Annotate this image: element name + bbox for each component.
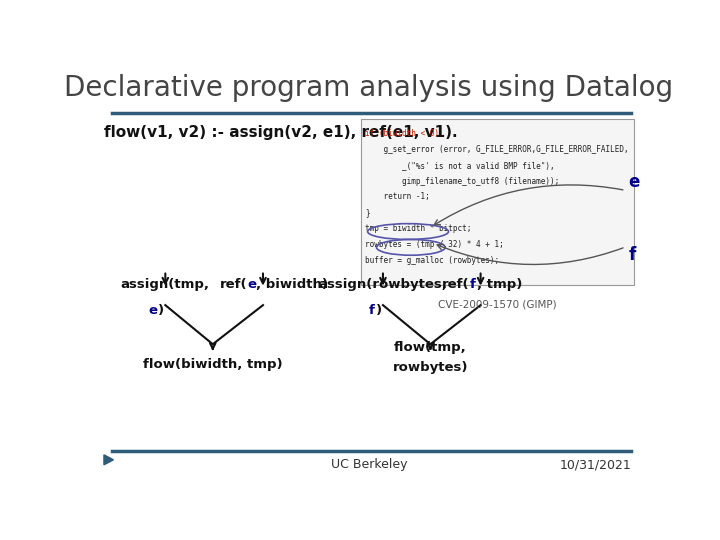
Text: flow(v1, v2) :- assign(v2, e1), ref(e1, v1).: flow(v1, v2) :- assign(v2, e1), ref(e1, … [104, 125, 458, 140]
Text: return -1;: return -1; [365, 192, 430, 201]
Text: assign(rowbytes,: assign(rowbytes, [318, 279, 447, 292]
Text: tmp = biwidth * bitpct;: tmp = biwidth * bitpct; [365, 224, 472, 233]
Text: buffer = g_malloc (rowbytes);: buffer = g_malloc (rowbytes); [365, 255, 499, 265]
Text: ref(: ref( [220, 279, 248, 292]
Text: Declarative program analysis using Datalog: Declarative program analysis using Datal… [64, 73, 674, 102]
Text: CVE-2009-1570 (GIMP): CVE-2009-1570 (GIMP) [438, 300, 557, 310]
Text: rowbytes = (tmp / 32) * 4 + 1;: rowbytes = (tmp / 32) * 4 + 1; [365, 240, 504, 249]
Text: ): ) [376, 304, 382, 317]
Text: ): ) [158, 304, 164, 317]
Text: }: } [365, 208, 369, 217]
Text: flow(biwidth, tmp): flow(biwidth, tmp) [143, 358, 282, 371]
Text: if (biwidth < 0): if (biwidth < 0) [365, 129, 439, 138]
Text: gimp_filename_to_utf8 (filename));: gimp_filename_to_utf8 (filename)); [365, 177, 559, 186]
Text: e: e [148, 304, 157, 317]
Text: flow(tmp,: flow(tmp, [394, 341, 467, 354]
Text: e: e [248, 279, 256, 292]
Text: 10/31/2021: 10/31/2021 [559, 458, 631, 471]
Text: , biwidth): , biwidth) [256, 279, 328, 292]
Text: UC Berkeley: UC Berkeley [330, 458, 408, 471]
Text: _("%s' is not a valid BMP file"),: _("%s' is not a valid BMP file"), [365, 161, 554, 170]
Text: assign(tmp,: assign(tmp, [121, 279, 210, 292]
Text: ref(: ref( [442, 279, 469, 292]
Text: f: f [369, 304, 374, 317]
Text: f: f [629, 246, 636, 264]
Polygon shape [104, 455, 114, 465]
Text: g_set_error (error, G_FILE_ERROR,G_FILE_ERROR_FAILED,: g_set_error (error, G_FILE_ERROR,G_FILE_… [365, 145, 629, 154]
Text: e: e [629, 173, 640, 191]
FancyBboxPatch shape [361, 119, 634, 285]
Text: , tmp): , tmp) [477, 279, 522, 292]
Text: f: f [469, 279, 475, 292]
Text: rowbytes): rowbytes) [392, 361, 468, 374]
